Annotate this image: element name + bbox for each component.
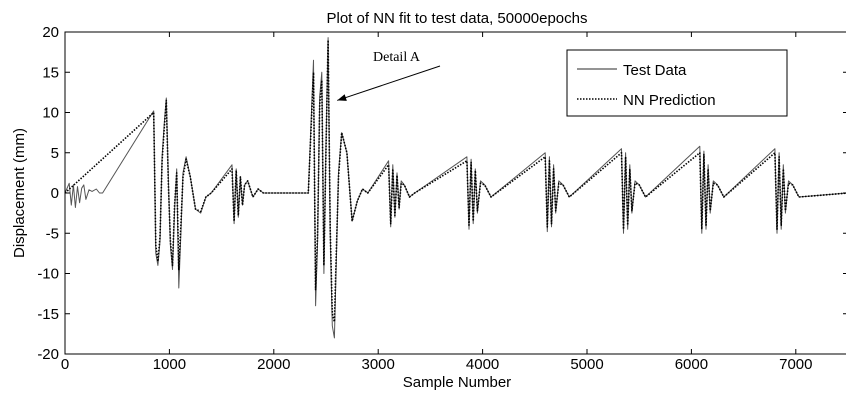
y-tick-label: -15	[37, 306, 59, 323]
x-tick-label: 0	[61, 356, 69, 373]
annotation-arrowhead	[337, 94, 347, 101]
y-axis-label: Displacement (mm)	[11, 128, 28, 258]
x-tick-label: 5000	[570, 356, 603, 373]
x-tick-label: 7000	[779, 356, 812, 373]
x-tick-label: 2000	[257, 356, 290, 373]
legend-label-test-data: Test Data	[623, 62, 687, 79]
y-tick-label: 5	[51, 145, 59, 162]
y-tick-label: 0	[51, 185, 59, 202]
tick-layer: 0 1000 2000 3000 4000 5000 6000 7000 -20 -15 -10 -5…	[37, 24, 846, 373]
y-tick-label: 15	[42, 64, 59, 81]
chart-title: Plot of NN fit to test data, 50000epochs	[327, 10, 588, 27]
x-tick-label: 1000	[153, 356, 186, 373]
annotation-arrow	[337, 65, 441, 101]
legend: Test Data NN Prediction	[566, 49, 788, 117]
series-layer	[64, 37, 846, 339]
x-axis-label: Sample Number	[403, 374, 511, 391]
y-tick-label: -20	[37, 346, 59, 363]
series-line-nn-prediction	[64, 39, 846, 323]
x-tick-label: 3000	[362, 356, 395, 373]
y-tick-label: 10	[42, 105, 59, 122]
x-tick-label: 6000	[675, 356, 708, 373]
plot-frame	[64, 31, 846, 355]
legend-box	[566, 49, 788, 117]
y-tick-label: 20	[42, 24, 59, 41]
x-tick-label: 4000	[466, 356, 499, 373]
y-tick-label: -10	[37, 266, 59, 283]
legend-label-nn-prediction: NN Prediction	[623, 92, 716, 109]
annotation-detail-a: Detail A	[373, 50, 421, 65]
y-tick-label: -5	[46, 225, 59, 242]
